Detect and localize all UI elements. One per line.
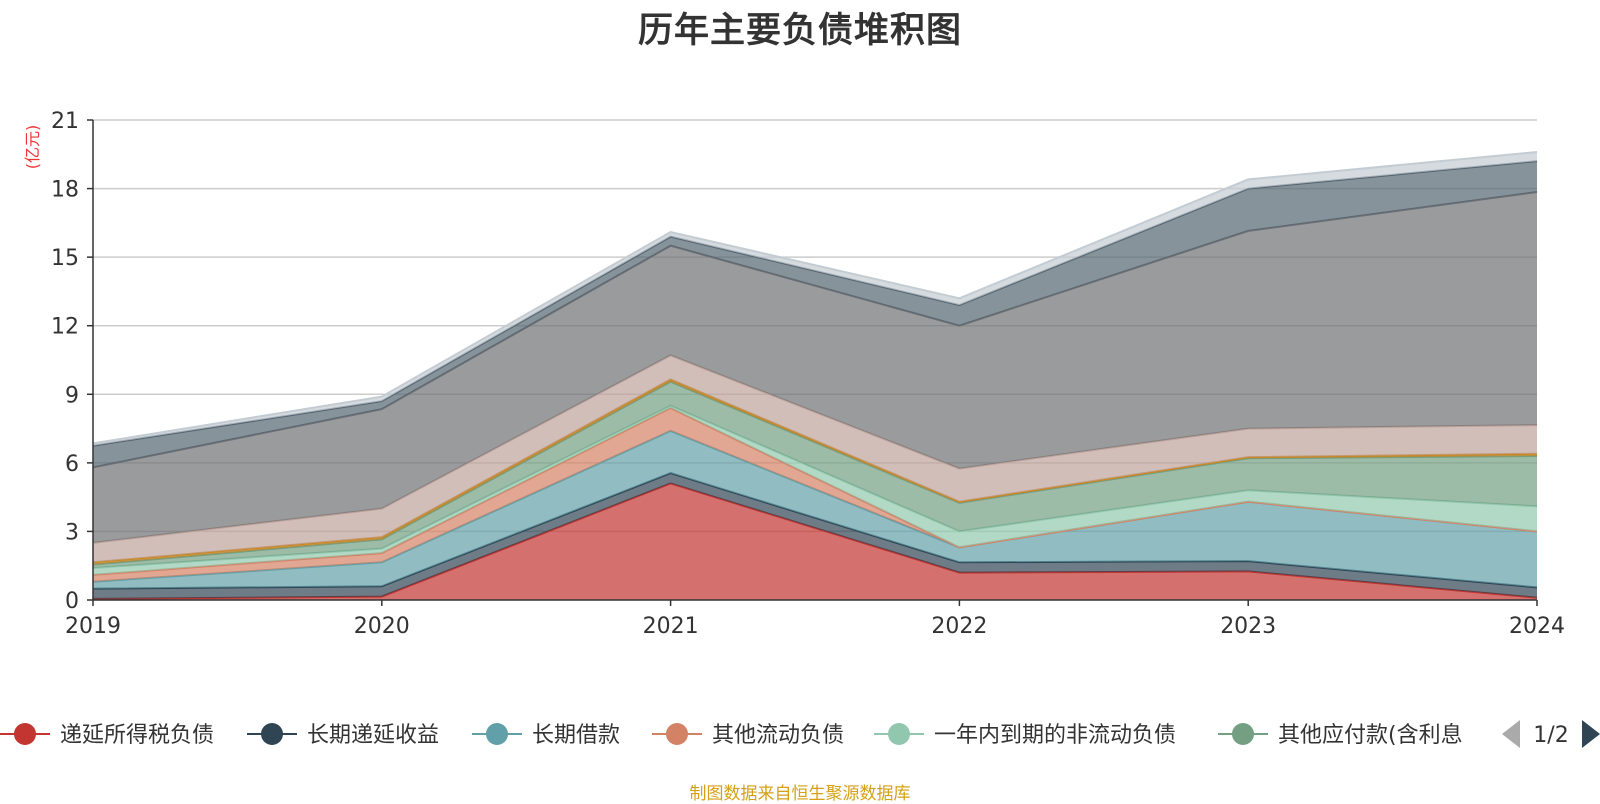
y-tick-label: 6 <box>65 452 79 477</box>
source-note: 制图数据来自恒生聚源数据库 <box>689 784 911 804</box>
area-series-1 <box>93 473 1537 599</box>
area-series-0 <box>93 483 1537 600</box>
legend-marker <box>888 723 910 745</box>
y-axis-unit-label: (亿元) <box>23 125 42 170</box>
y-tick-label: 21 <box>51 109 79 134</box>
y-tick-label: 9 <box>65 383 79 408</box>
x-tick-label: 2023 <box>1220 614 1276 639</box>
legend-item[interactable]: 递延所得税负债 <box>0 723 214 748</box>
legend-label: 长期递延收益 <box>307 723 439 748</box>
legend-prev-arrow-icon[interactable] <box>1502 720 1520 748</box>
legend-page-indicator: 1/2 <box>1533 723 1568 748</box>
legend-marker <box>486 723 508 745</box>
x-tick-label: 2020 <box>354 614 410 639</box>
legend-label: 递延所得税负债 <box>60 723 214 748</box>
legend-label: 一年内到期的非流动负债 <box>934 723 1176 748</box>
area-series-2 <box>93 430 1537 589</box>
legend-label: 长期借款 <box>532 723 620 748</box>
area-line-1 <box>92 472 1538 590</box>
area-line-8 <box>92 191 1538 469</box>
area-series-9 <box>93 161 1537 468</box>
area-series-5 <box>93 381 1537 568</box>
legend-item[interactable]: 其他流动负债 <box>652 723 844 748</box>
legend-item[interactable]: 长期借款 <box>472 723 620 748</box>
y-tick-label: 12 <box>51 315 79 340</box>
x-tick-label: 2024 <box>1509 614 1565 639</box>
legend[interactable]: 递延所得税负债 长期递延收益 长期借款 其他流动负债 一年内到期的非流动负债 其他应付款(… <box>0 720 1600 748</box>
y-tick-label: 3 <box>65 520 79 545</box>
x-tick-label: 2022 <box>931 614 987 639</box>
legend-item[interactable]: 其他应付款(含利息 <box>1218 723 1463 748</box>
x-tick-label: 2019 <box>65 614 121 639</box>
legend-next-arrow-icon[interactable] <box>1582 720 1600 748</box>
legend-label: 其他流动负债 <box>712 723 844 748</box>
y-tick-label: 0 <box>65 589 79 614</box>
legend-item[interactable]: 长期递延收益 <box>247 723 439 748</box>
legend-marker <box>261 723 283 745</box>
axis-layer: 0 3 6 9 12 15 18 21 2019 2020 2021 2022 2023 2024 <box>51 109 1565 639</box>
legend-marker <box>14 723 36 745</box>
x-tick-label: 2021 <box>643 614 699 639</box>
area-series-8 <box>93 192 1537 543</box>
area-series-7 <box>93 355 1537 563</box>
legend-marker <box>666 723 688 745</box>
legend-marker <box>1232 723 1254 745</box>
y-tick-label: 18 <box>51 178 79 203</box>
area-line-10 <box>92 151 1538 445</box>
area-layer <box>92 151 1538 600</box>
y-tick-label: 15 <box>51 246 79 271</box>
legend-label: 其他应付款(含利息 <box>1278 723 1463 748</box>
chart-title: 历年主要负债堆积图 <box>637 11 962 51</box>
legend-item[interactable]: 一年内到期的非流动负债 <box>874 723 1176 748</box>
